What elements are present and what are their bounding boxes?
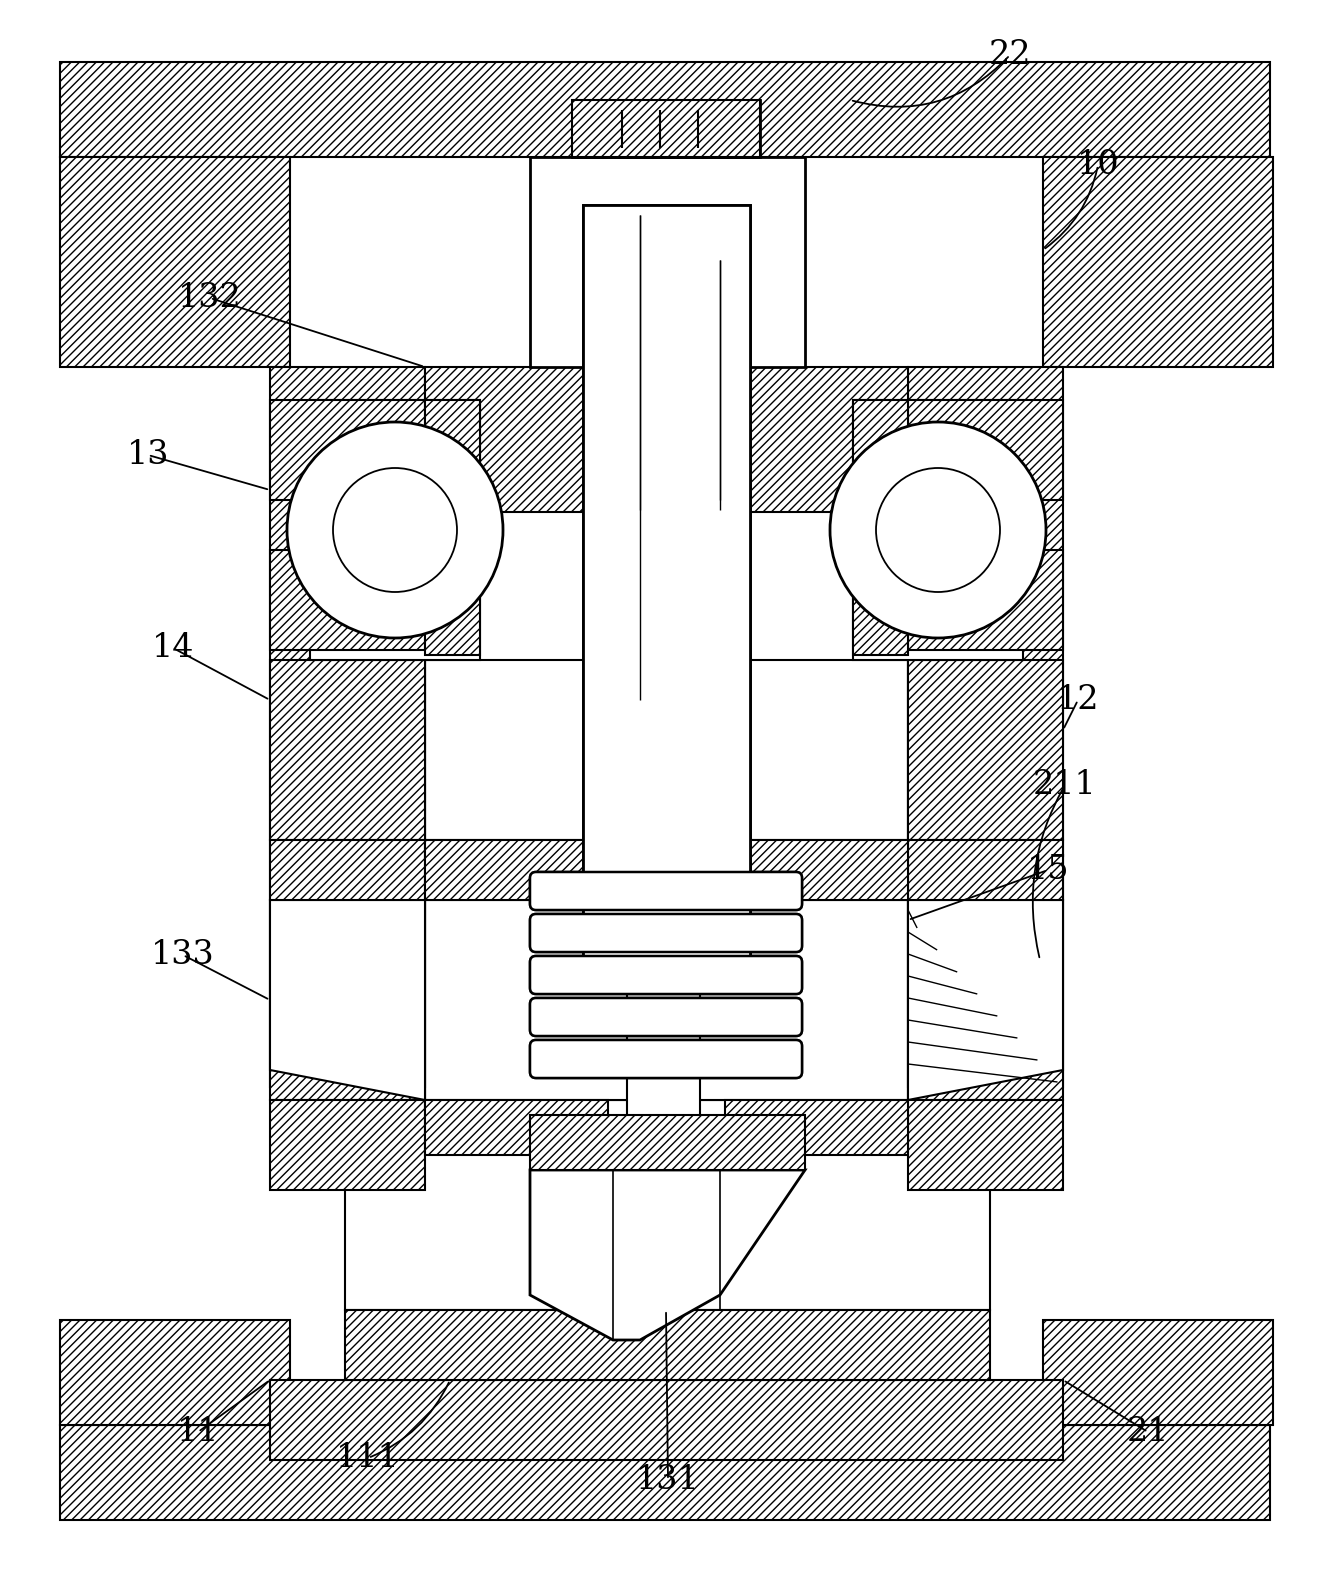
Polygon shape	[531, 1169, 805, 1340]
Circle shape	[333, 469, 457, 592]
Bar	[345, 1100, 990, 1310]
Bar	[271, 1381, 1062, 1460]
FancyBboxPatch shape	[531, 1040, 802, 1078]
Bar	[722, 368, 908, 511]
Bar	[271, 1100, 425, 1190]
Bar	[60, 156, 291, 368]
Circle shape	[876, 469, 1000, 592]
FancyBboxPatch shape	[531, 997, 802, 1037]
Text: 22: 22	[989, 39, 1032, 71]
Bar	[853, 399, 1022, 660]
Bar	[60, 62, 1270, 156]
Text: 14: 14	[152, 633, 195, 664]
Bar	[627, 851, 700, 1120]
Bar	[908, 551, 1062, 650]
Bar	[271, 368, 425, 1087]
Bar	[853, 399, 908, 466]
FancyBboxPatch shape	[531, 914, 802, 952]
FancyBboxPatch shape	[531, 956, 802, 994]
Bar	[60, 1425, 1270, 1520]
Text: 12: 12	[1057, 683, 1100, 716]
Bar	[725, 1100, 908, 1155]
Bar	[425, 899, 908, 1100]
Bar	[271, 399, 425, 500]
FancyBboxPatch shape	[531, 914, 802, 952]
Bar	[345, 1310, 990, 1381]
Bar	[908, 660, 1062, 839]
Bar	[572, 99, 760, 156]
Bar	[583, 205, 750, 966]
Bar	[1042, 1321, 1273, 1425]
Bar	[908, 399, 1062, 500]
Bar	[572, 99, 760, 156]
FancyBboxPatch shape	[531, 873, 802, 911]
Bar	[271, 899, 425, 1100]
Text: 132: 132	[179, 282, 241, 314]
Bar	[908, 368, 1062, 1087]
Bar	[908, 1100, 1062, 1190]
Text: 131: 131	[636, 1464, 700, 1496]
Bar	[583, 205, 750, 966]
FancyBboxPatch shape	[531, 956, 802, 994]
Bar	[1042, 156, 1273, 368]
Bar	[425, 839, 611, 899]
Polygon shape	[908, 899, 1062, 1100]
Text: 13: 13	[127, 439, 169, 470]
Bar	[425, 368, 611, 511]
Text: 21: 21	[1126, 1415, 1169, 1449]
FancyBboxPatch shape	[531, 873, 802, 911]
Bar	[908, 899, 1062, 1100]
Bar	[908, 839, 1062, 899]
Circle shape	[830, 421, 1046, 638]
Bar	[531, 1116, 805, 1169]
Bar	[425, 660, 908, 839]
Polygon shape	[271, 899, 425, 1100]
Bar	[425, 590, 480, 655]
Text: 15: 15	[1026, 854, 1069, 885]
Bar	[271, 551, 425, 650]
Bar	[60, 1321, 291, 1425]
Bar	[853, 590, 908, 655]
Bar	[311, 399, 480, 660]
Circle shape	[287, 421, 503, 638]
Bar	[531, 156, 805, 368]
FancyBboxPatch shape	[531, 997, 802, 1037]
Text: 111: 111	[336, 1442, 400, 1474]
Text: 11: 11	[177, 1415, 219, 1449]
Bar	[722, 839, 908, 899]
Text: 211: 211	[1033, 768, 1097, 802]
Bar	[271, 660, 425, 839]
Text: 10: 10	[1077, 148, 1120, 181]
Bar	[271, 839, 425, 899]
Text: 133: 133	[151, 939, 215, 970]
FancyBboxPatch shape	[531, 1040, 802, 1078]
Bar	[425, 399, 480, 466]
Bar	[425, 1100, 608, 1155]
